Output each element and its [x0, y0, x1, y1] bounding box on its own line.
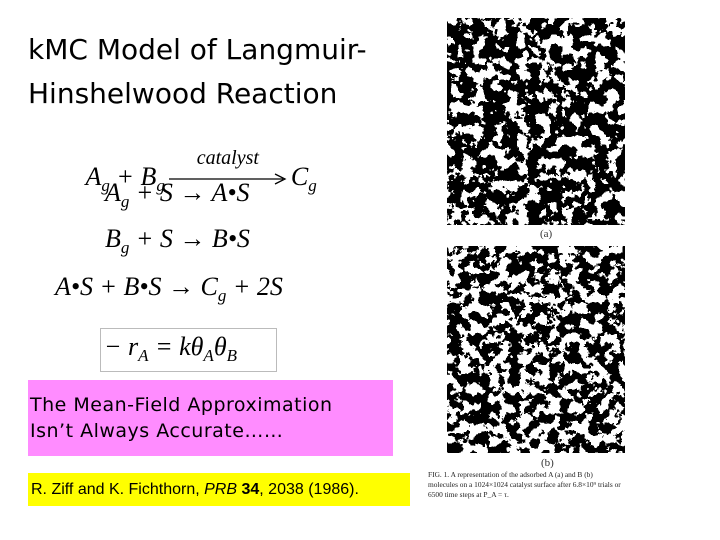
arrow-label: catalyst — [196, 147, 259, 170]
eq-right: Cg — [290, 162, 317, 195]
panel-a — [447, 18, 625, 225]
eq-text: C — [290, 162, 309, 191]
note-line: The Mean-Field Approximation — [30, 394, 333, 416]
eq-text: A — [105, 178, 121, 207]
figure-caption: FIG. 1. A representation of the adsorbed… — [428, 470, 621, 499]
eq-text: + S → A•S — [129, 178, 250, 207]
subscript: A — [203, 346, 214, 365]
eq-text: + S → B•S — [129, 224, 250, 253]
rate-box — [100, 328, 277, 372]
title-line: kMC Model of Langmuir- — [28, 33, 367, 66]
eq-text: − r — [104, 332, 139, 361]
citation-box: R. Ziff and K. Fichthorn, PRB 34, 2038 (… — [28, 473, 410, 506]
citation-journal: PRB — [204, 481, 238, 498]
equation: Ag + Bg catalyst Cg — [60, 132, 317, 226]
subscript: B — [226, 346, 237, 365]
slide-title: kMC Model of Langmuir- Hinshelwood React… — [28, 28, 367, 116]
panel-label: (a) — [540, 228, 553, 240]
subscript: A — [138, 346, 149, 365]
equation: Bg + S → B•S — [105, 224, 250, 258]
subscript: g — [120, 192, 130, 211]
subscript: g — [217, 286, 227, 305]
reaction-arrow: catalyst — [168, 147, 287, 189]
panel-label: (b) — [541, 457, 554, 469]
panel-b — [447, 246, 625, 453]
eq-text: B — [105, 224, 121, 253]
subscript: g — [101, 176, 110, 195]
eq-text: θ — [213, 332, 227, 361]
eq-text: + 2S — [226, 272, 283, 301]
citation-volume: 34 — [241, 481, 260, 498]
equation: A•S + B•S → Cg + 2S — [55, 272, 283, 306]
title-line: Hinshelwood Reaction — [28, 77, 338, 110]
figure-panels — [447, 18, 625, 453]
eq-text: = kθ — [148, 332, 204, 361]
subscript: g — [308, 176, 317, 195]
eq-text: A•S + B•S → C — [55, 272, 218, 301]
note-box: The Mean-Field Approximation Isn’t Alway… — [28, 380, 393, 456]
rate-equation: − rA = kθAθB — [104, 332, 237, 366]
subscript: g — [156, 176, 165, 195]
citation-rest: , 2038 (1986). — [259, 481, 359, 498]
eq-text: + B — [109, 162, 157, 191]
equation: Ag + S → A•S — [105, 178, 249, 212]
note-line: Isn’t Always Accurate…… — [30, 420, 284, 442]
eq-left: Ag + Bg — [85, 162, 165, 195]
arrow-shape — [168, 173, 287, 185]
subscript: g — [120, 238, 130, 257]
eq-text: A — [85, 162, 102, 191]
citation-authors: R. Ziff and K. Fichthorn, — [31, 481, 200, 498]
